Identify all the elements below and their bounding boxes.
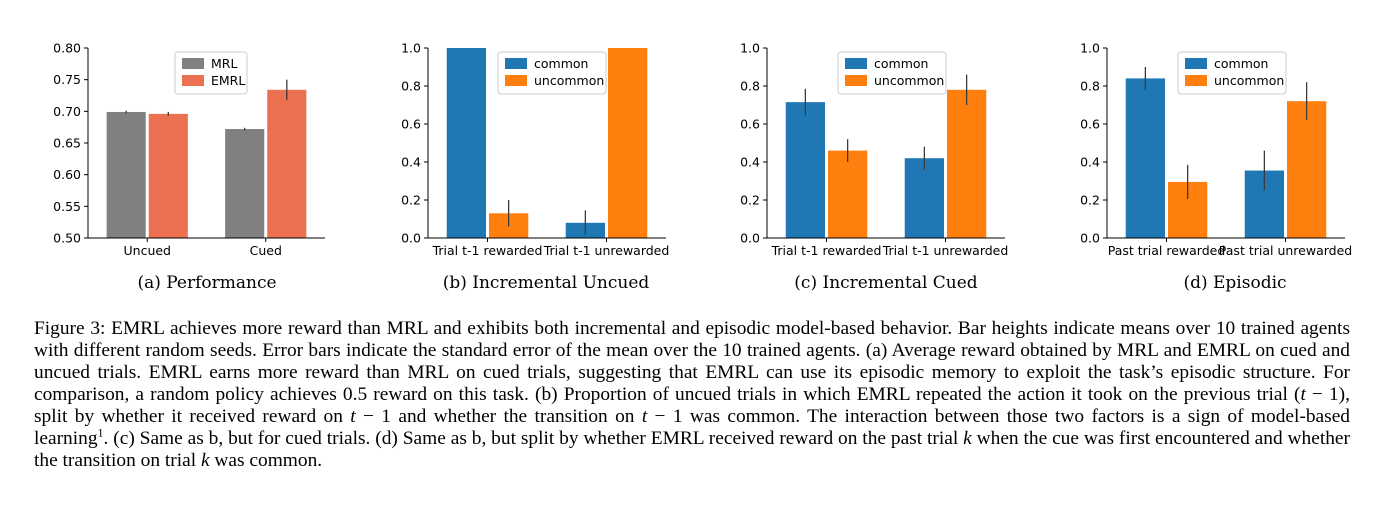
- y-tick-label: 1.0: [1080, 41, 1100, 56]
- legend-swatch-common: [845, 58, 867, 69]
- y-tick-label: 0.60: [53, 167, 81, 182]
- chart-3: 0.0 0.2 0.4 0.6 0.8 1.0 Past trial rewardedPas…: [1080, 41, 1352, 259]
- y-tick-label: 0.50: [53, 231, 81, 246]
- bar-emrl-0: [148, 113, 188, 238]
- y-tick-label: 1.0: [740, 41, 760, 56]
- y-tick-label: 1.0: [401, 41, 421, 56]
- x-tick-label: Trial t-1 rewarded: [432, 243, 543, 258]
- subcaption-d: (d) Episodic: [1183, 273, 1287, 293]
- y-tick-label: 0.65: [53, 136, 81, 151]
- bar-mrl-0: [106, 111, 146, 238]
- subcaption-a: (a) Performance: [137, 273, 277, 293]
- legend-swatch-common: [505, 58, 527, 69]
- subcaption-b: (b) Incremental Uncued: [442, 273, 650, 293]
- bar-emrl-1: [267, 89, 307, 238]
- legend-label-uncommon: uncommon: [534, 73, 604, 88]
- x-tick-label: Uncued: [124, 243, 172, 258]
- y-tick-label: 0.2: [1080, 193, 1100, 208]
- y-tick-label: 0.2: [401, 193, 421, 208]
- legend-label-uncommon: uncommon: [874, 73, 944, 88]
- y-tick-label: 0.6: [740, 117, 760, 132]
- legend-swatch-uncommon: [1185, 75, 1207, 86]
- bar-common-1: [904, 158, 944, 238]
- x-tick-label: Trial t-1 rewarded: [771, 243, 882, 258]
- figure-caption: Figure 3: EMRL achieves more reward than…: [34, 318, 1351, 471]
- y-tick-label: 0.80: [53, 41, 81, 56]
- legend-swatch-common: [1185, 58, 1207, 69]
- bar-common-0: [1125, 78, 1165, 239]
- bar-mrl-1: [225, 129, 265, 238]
- y-tick-label: 0.6: [401, 117, 421, 132]
- y-tick-label: 0.6: [1080, 117, 1100, 132]
- bar-common-0: [446, 48, 486, 238]
- y-tick-label: 0.2: [740, 193, 760, 208]
- y-tick-label: 0.0: [1080, 231, 1100, 246]
- legend-label-mrl: MRL: [211, 56, 237, 71]
- x-tick-label: Past trial rewarded: [1108, 243, 1226, 258]
- figure-charts: 0.50 0.55 0.60 0.65 0.70 0.75 0.80 Uncued Cued MR…: [53, 41, 1352, 259]
- subcaption-c: (c) Incremental Cued: [794, 273, 978, 293]
- chart-1: 0.0 0.2 0.4 0.6 0.8 1.0 Trial t-1 rewarded Tria…: [401, 41, 669, 259]
- legend-label-uncommon: uncommon: [1214, 73, 1284, 88]
- legend-swatch-mrl: [182, 58, 204, 69]
- legend-label-common: common: [534, 56, 588, 71]
- bar-uncommon-1: [1287, 101, 1327, 238]
- y-tick-label: 0.8: [401, 79, 421, 94]
- legend-swatch-uncommon: [845, 75, 867, 86]
- y-tick-label: 0.4: [740, 155, 760, 170]
- x-tick-label: Past trial unrewarded: [1219, 243, 1352, 258]
- chart-2: 0.0 0.2 0.4 0.6 0.8 1.0 Trial t-1 rewarded Tria…: [740, 41, 1008, 259]
- y-tick-label: 0.4: [401, 155, 421, 170]
- y-tick-label: 0.4: [1080, 155, 1100, 170]
- bar-common-0: [785, 102, 825, 239]
- x-tick-label: Trial t-1 unrewarded: [543, 243, 670, 258]
- legend-label-common: common: [1214, 56, 1268, 71]
- legend-label-common: common: [874, 56, 928, 71]
- bar-uncommon-0: [828, 150, 868, 238]
- legend-label-emrl: EMRL: [211, 73, 245, 88]
- legend-swatch-emrl: [182, 75, 204, 86]
- y-tick-label: 0.55: [53, 199, 81, 214]
- bar-uncommon-1: [947, 89, 987, 238]
- y-tick-label: 0.0: [401, 231, 421, 246]
- y-tick-label: 0.70: [53, 104, 81, 119]
- y-tick-label: 0.8: [740, 79, 760, 94]
- bar-uncommon-1: [608, 48, 648, 238]
- legend-swatch-uncommon: [505, 75, 527, 86]
- x-tick-label: Cued: [250, 243, 282, 258]
- y-tick-label: 0.0: [740, 231, 760, 246]
- x-tick-label: Trial t-1 unrewarded: [882, 243, 1009, 258]
- y-tick-label: 0.8: [1080, 79, 1100, 94]
- y-tick-label: 0.75: [53, 72, 81, 87]
- chart-0: 0.50 0.55 0.60 0.65 0.70 0.75 0.80 Uncued Cued MR…: [53, 41, 325, 258]
